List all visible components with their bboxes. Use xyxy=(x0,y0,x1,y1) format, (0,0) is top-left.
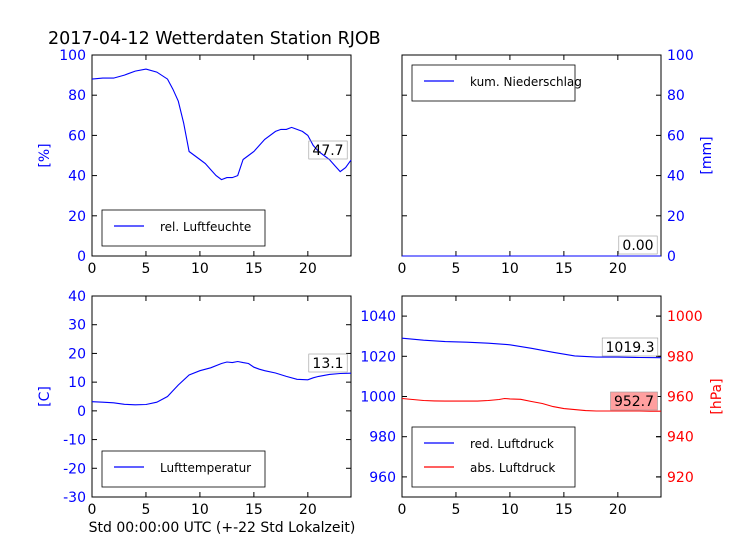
legend-label: red. Luftdruck xyxy=(470,437,554,451)
y-tick-label: 60 xyxy=(68,128,86,144)
y-tick-label: -20 xyxy=(63,461,86,477)
y2-tick-label: 920 xyxy=(667,470,694,486)
annotation-label: 1019.3 xyxy=(606,340,655,356)
legend-label: abs. Luftdruck xyxy=(470,461,555,475)
y2-tick-label: 1000 xyxy=(667,309,703,325)
y-tick-label: 1040 xyxy=(360,309,396,325)
y-tick-label: 1000 xyxy=(360,390,396,406)
annotation-box xyxy=(308,353,348,373)
x-tick-label: 10 xyxy=(191,502,209,518)
x-tick-label: 5 xyxy=(141,502,150,518)
series-line-1 xyxy=(401,397,661,412)
y2-axis-label: [hPa] xyxy=(709,378,725,414)
y-tick-label: 80 xyxy=(68,88,86,104)
annotation-label: 13.1 xyxy=(312,356,343,372)
panel-bottom-left: 0 5 10 15 20 -30 -20 -10 0 10 20 30 40 [C] 13.1 Lufttem… xyxy=(37,289,352,518)
legend-box xyxy=(411,64,576,102)
y2-tick-label: 940 xyxy=(667,430,694,446)
x-tick-label: 0 xyxy=(398,261,407,277)
x-tick-label: 0 xyxy=(88,502,97,518)
figure-title: 2017-04-12 Wetterdaten Station RJOB xyxy=(48,29,381,49)
y-tick-label: 0 xyxy=(77,249,86,265)
annotation-box xyxy=(618,235,658,255)
panel-top-right: 0 5 10 15 20 0 20 40 60 80 100 [mm] 0.00 kum. Nieders… xyxy=(398,48,715,277)
y2-tick-label: 960 xyxy=(667,390,694,406)
y-tick-label: 980 xyxy=(369,430,396,446)
y-tick-label: 100 xyxy=(59,48,86,64)
y-tick-label: 10 xyxy=(68,375,86,391)
y2-tick-label: 980 xyxy=(667,349,694,365)
y-tick-label: 960 xyxy=(369,470,396,486)
x-tick-label: 20 xyxy=(609,261,627,277)
panel-top-left: 0 5 10 15 20 0 20 40 60 80 100 [%] 47.7 rel. Luftfeuc… xyxy=(37,48,352,277)
x-tick-label: 10 xyxy=(501,261,519,277)
y-tick-label: 20 xyxy=(68,209,86,225)
x-tick-label: 20 xyxy=(299,261,317,277)
y-tick-label: 80 xyxy=(667,88,685,104)
y-tick-label: 30 xyxy=(68,318,86,334)
panel-bottom-right: 0 5 10 15 20 960 980 1000 1020 1040 920 940 960 980 10… xyxy=(360,295,725,518)
legend-box xyxy=(101,209,266,247)
x-tick-label: 5 xyxy=(141,261,150,277)
y-tick-label: 40 xyxy=(667,169,685,185)
y-tick-label: 100 xyxy=(667,48,694,64)
x-tick-label: 20 xyxy=(299,502,317,518)
y-tick-label: 0 xyxy=(667,249,676,265)
y-axis-label: [%] xyxy=(37,143,53,167)
series-line-0 xyxy=(91,68,352,181)
x-tick-label: 10 xyxy=(191,261,209,277)
x-tick-label: 15 xyxy=(555,261,573,277)
legend-box xyxy=(101,450,266,488)
series-line-0 xyxy=(91,360,352,406)
x-tick-label: 20 xyxy=(609,502,627,518)
legend-box xyxy=(411,426,576,488)
x-axis-label: Std 00:00:00 UTC (+-22 Std Lokalzeit) xyxy=(89,520,356,536)
x-tick-label: 15 xyxy=(245,261,263,277)
x-tick-label: 15 xyxy=(555,502,573,518)
annotation-label: 47.7 xyxy=(312,143,343,159)
x-tick-label: 15 xyxy=(245,502,263,518)
legend-label: kum. Niederschlag xyxy=(470,75,582,89)
x-tick-label: 5 xyxy=(451,502,460,518)
y-tick-label: 60 xyxy=(667,128,685,144)
annotation-box xyxy=(601,337,659,357)
y-tick-label: -10 xyxy=(63,433,86,449)
x-tick-label: 0 xyxy=(88,261,97,277)
y-axis-label: [C] xyxy=(37,386,53,407)
annotation-box xyxy=(308,140,348,160)
y-tick-label: 40 xyxy=(68,289,86,305)
y-tick-label: 0 xyxy=(77,404,86,420)
legend-label: rel. Luftfeuchte xyxy=(160,220,251,234)
series-line-0 xyxy=(401,337,662,359)
y-tick-label: 40 xyxy=(68,169,86,185)
legend-label: Lufttemperatur xyxy=(160,461,251,475)
annotation-box xyxy=(610,391,658,411)
annotation-label: 0.00 xyxy=(622,238,653,254)
x-tick-label: 5 xyxy=(451,261,460,277)
y-tick-label: 20 xyxy=(68,346,86,362)
x-tick-label: 0 xyxy=(398,502,407,518)
y-tick-label: -30 xyxy=(63,490,86,506)
x-tick-label: 10 xyxy=(501,502,519,518)
annotation-label: 952.7 xyxy=(614,394,654,410)
y-tick-label: 1020 xyxy=(360,349,396,365)
y-tick-label: 20 xyxy=(667,209,685,225)
y-axis-label: [mm] xyxy=(699,136,715,174)
